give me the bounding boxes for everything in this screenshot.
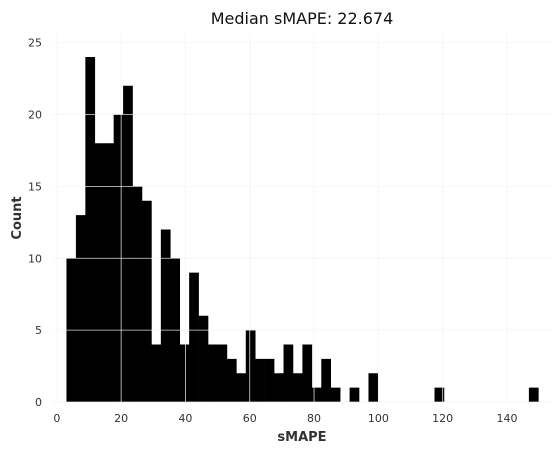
histogram-bar [189,272,199,402]
histogram-bar [236,373,247,402]
histogram-bar [264,358,275,402]
histogram-bar [330,387,341,402]
histogram-bar [198,315,209,402]
y-tick-label: 20 [28,109,42,122]
histogram-bar [104,143,114,402]
histogram-bar [75,215,86,402]
histogram-bar [132,186,143,402]
histogram-bar [94,143,105,402]
y-tick-label: 0 [35,396,42,409]
x-tick-label: 140 [496,412,517,425]
y-axis-label: Count [10,196,25,239]
histogram-bar [85,57,96,402]
y-tick-label: 15 [28,180,42,193]
histogram-bar [302,344,313,402]
x-tick-label: 120 [432,412,453,425]
histogram-bar [368,373,379,402]
histogram-bar [226,358,237,402]
histogram-bar [123,85,133,402]
histogram-bar [255,358,265,402]
histogram-bar [151,344,162,402]
y-tick-label: 10 [28,252,42,265]
histogram-bar [179,344,190,402]
histogram-bar [434,387,445,402]
x-tick-label: 100 [368,412,389,425]
histogram-bar [245,330,256,402]
x-tick-label: 80 [307,412,321,425]
histogram-bar [321,358,332,402]
histogram-bar [292,373,303,402]
histogram-bar [141,200,152,402]
x-tick-label: 40 [178,412,192,425]
histogram-bar [311,387,322,402]
x-tick-label: 60 [243,412,257,425]
chart-title: Median sMAPE: 22.674 [211,9,394,28]
histogram-bars [52,34,552,403]
histogram-bar [160,229,171,402]
y-tick-label: 25 [28,37,42,50]
x-tick-label: 0 [53,412,60,425]
histogram-bar [283,344,294,402]
histogram-bar [528,387,539,402]
y-tick-label: 5 [35,324,42,337]
histogram-bar [274,373,284,402]
histogram-bar [349,387,360,402]
histogram-bar [208,344,218,402]
x-tick-label: 20 [114,412,128,425]
x-axis-ticks: 0 20 40 60 80 100 120 140 [53,412,517,425]
histogram-bar [217,344,228,402]
y-axis-ticks: 0 5 10 15 20 25 [28,37,42,409]
x-axis-label: sMAPE [277,430,326,445]
